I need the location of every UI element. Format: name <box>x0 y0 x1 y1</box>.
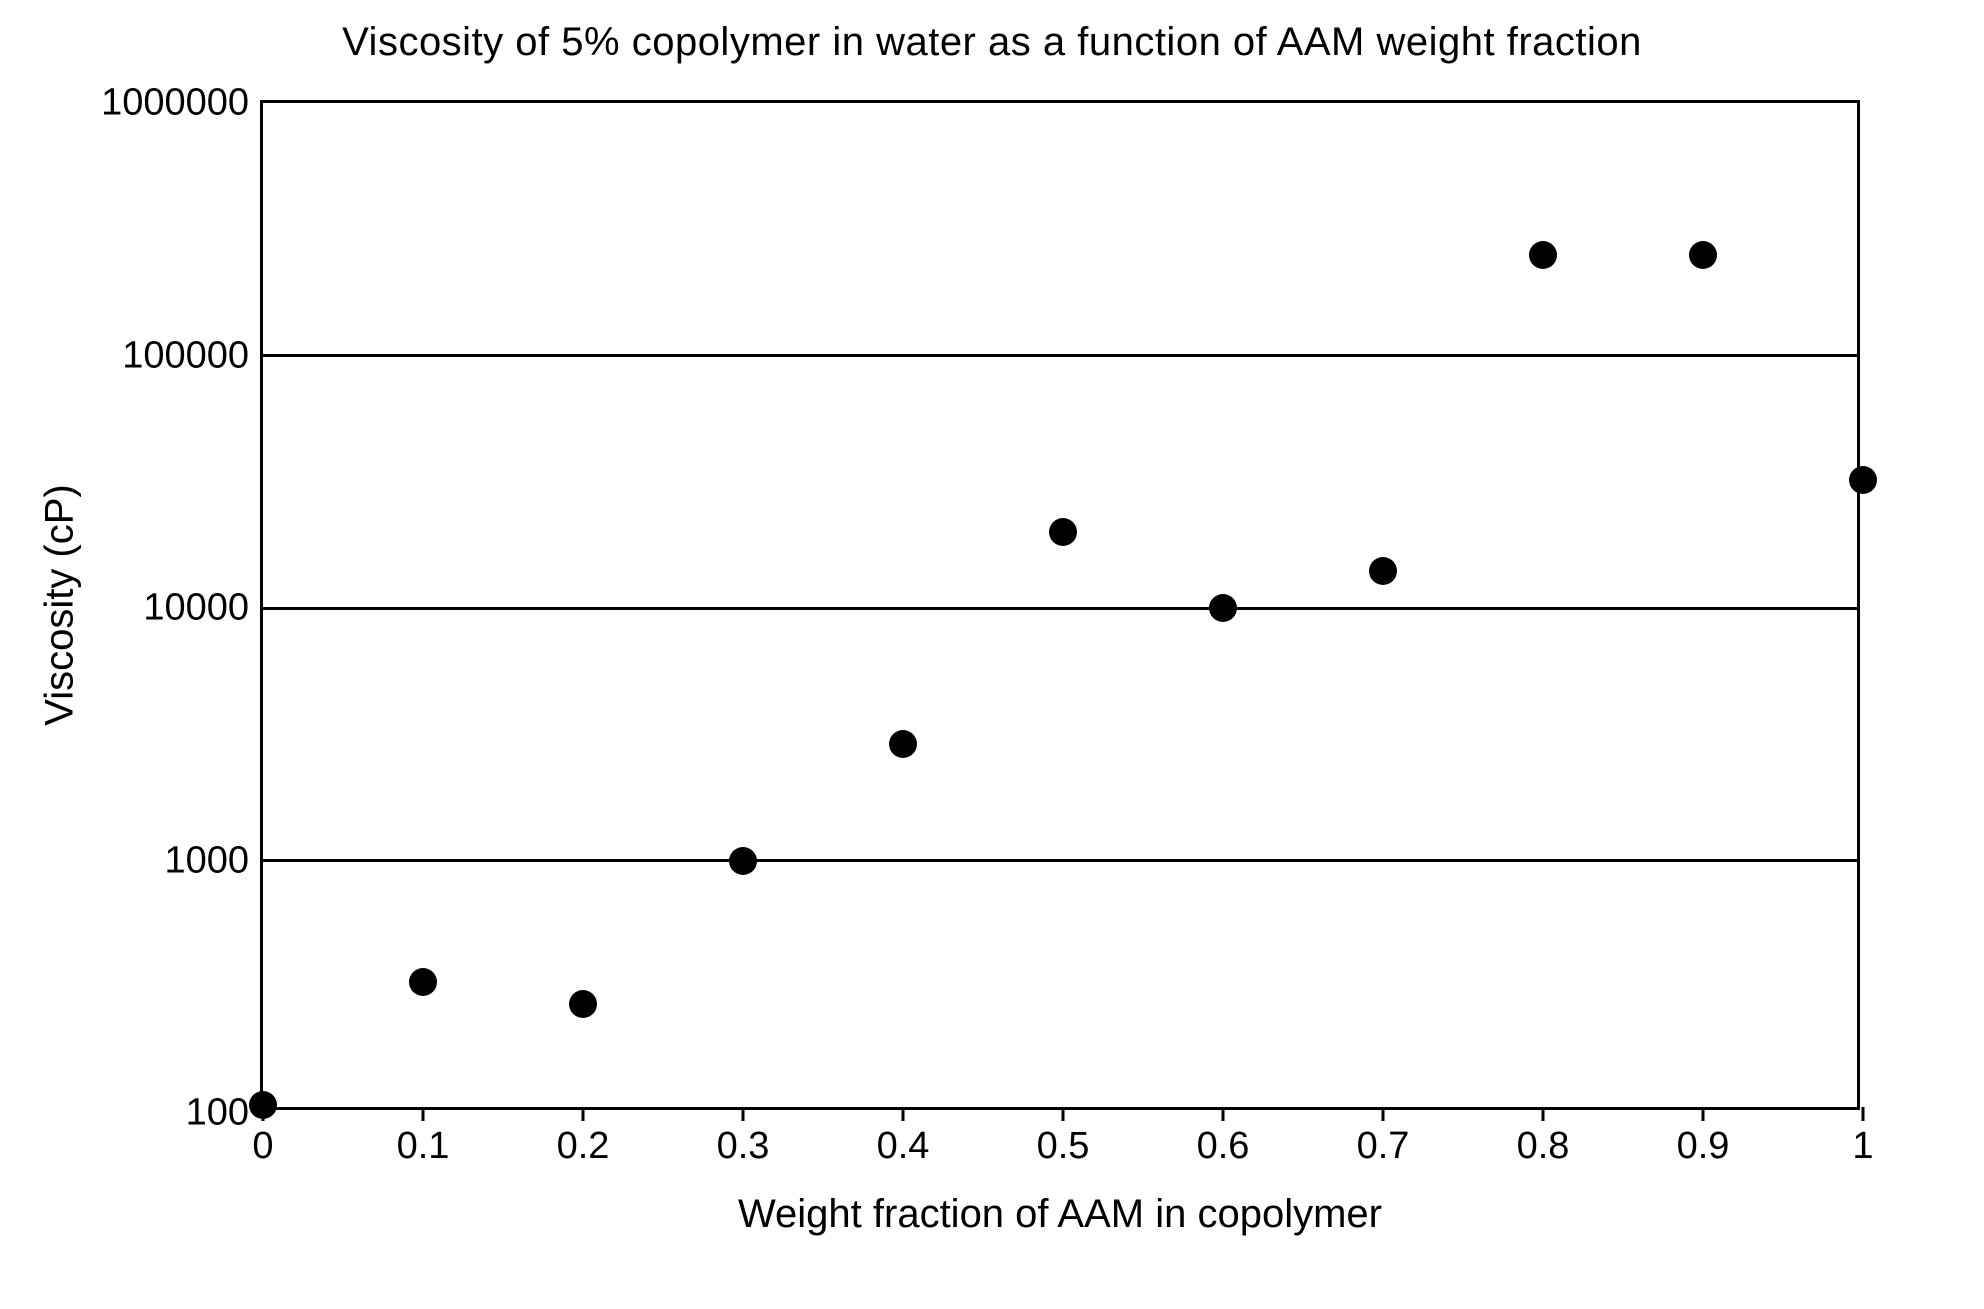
xtick-label: 0.4 <box>877 1107 930 1168</box>
xtick-label: 0.9 <box>1677 1107 1730 1168</box>
xtick-label: 0.5 <box>1037 1107 1090 1168</box>
gridline-y <box>263 607 1857 610</box>
xtick-label: 0.3 <box>717 1107 770 1168</box>
y-axis-label: Viscosity (cP) <box>38 484 83 726</box>
data-point <box>1209 594 1237 622</box>
data-point <box>889 730 917 758</box>
data-point <box>249 1091 277 1119</box>
data-point <box>569 990 597 1018</box>
scatter-chart: Viscosity of 5% copolymer in water as a … <box>0 0 1984 1309</box>
ytick-label: 100000 <box>122 334 263 377</box>
xtick-label: 1 <box>1852 1107 1873 1168</box>
xtick-label: 0.8 <box>1517 1107 1570 1168</box>
data-point <box>1689 241 1717 269</box>
chart-title: Viscosity of 5% copolymer in water as a … <box>0 20 1984 65</box>
data-point <box>1849 466 1877 494</box>
ytick-label: 10000 <box>143 587 263 630</box>
xtick-label: 0.2 <box>557 1107 610 1168</box>
plot-area: 100100010000100000100000000.10.20.30.40.… <box>260 100 1860 1110</box>
xtick-label: 0.7 <box>1357 1107 1410 1168</box>
ytick-label: 1000000 <box>101 82 263 125</box>
data-point <box>409 968 437 996</box>
data-point <box>1049 518 1077 546</box>
ytick-label: 1000 <box>164 839 263 882</box>
x-axis-label: Weight fraction of AAM in copolymer <box>260 1192 1860 1237</box>
data-point <box>1369 557 1397 585</box>
gridline-y <box>263 354 1857 357</box>
xtick-label: 0.6 <box>1197 1107 1250 1168</box>
data-point <box>729 847 757 875</box>
data-point <box>1529 241 1557 269</box>
xtick-label: 0.1 <box>397 1107 450 1168</box>
gridline-y <box>263 859 1857 862</box>
